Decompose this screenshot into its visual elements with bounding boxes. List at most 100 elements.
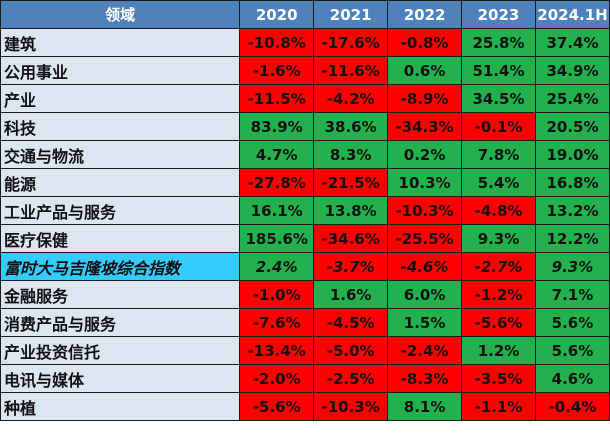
- header-2020: 2020: [239, 0, 315, 29]
- value-cell: 8.3%: [313, 140, 389, 169]
- sector-returns-table: 领域 2020 2021 2022 2023 2024.1H 建筑 -10.8% -…: [0, 0, 610, 421]
- value-cell: -10.3%: [313, 392, 389, 421]
- value-cell: 16.1%: [239, 196, 315, 225]
- value-cell: 16.8%: [534, 168, 610, 197]
- value-cell: -1.0%: [239, 280, 315, 309]
- value-cell: 83.9%: [239, 112, 315, 141]
- table-body: 建筑 -10.8% -17.6% -0.8% 25.8% 37.4% 公用事业 -1.6% -1…: [0, 28, 610, 421]
- value-cell: -4.8%: [461, 196, 536, 225]
- table-row: 电讯与媒体 -2.0% -2.5% -8.3% -3.5% 4.6%: [0, 364, 610, 393]
- value-cell: -1.1%: [461, 392, 536, 421]
- value-cell: -8.9%: [387, 84, 463, 113]
- header-2024-1h: 2024.1H: [534, 0, 610, 29]
- value-cell: -1.6%: [239, 56, 315, 85]
- value-cell: 34.9%: [534, 56, 610, 85]
- value-cell: -13.4%: [239, 336, 315, 365]
- value-cell: -0.8%: [387, 28, 463, 57]
- sector-name: 种植: [0, 392, 241, 421]
- value-cell: -5.6%: [239, 392, 315, 421]
- value-cell: 13.2%: [534, 196, 610, 225]
- value-cell: 13.8%: [313, 196, 389, 225]
- value-cell: 1.5%: [387, 308, 463, 337]
- value-cell: 34.5%: [461, 84, 536, 113]
- value-cell: 25.8%: [461, 28, 536, 57]
- table-row: 产业 -11.5% -4.2% -8.9% 34.5% 25.4%: [0, 84, 610, 113]
- sector-name: 富时大马吉隆坡综合指数: [0, 252, 241, 281]
- sector-name: 金融服务: [0, 280, 241, 309]
- value-cell: 7.8%: [461, 140, 536, 169]
- table-row: 建筑 -10.8% -17.6% -0.8% 25.8% 37.4%: [0, 28, 610, 57]
- value-cell: -11.6%: [313, 56, 389, 85]
- value-cell: -27.8%: [239, 168, 315, 197]
- sector-name: 公用事业: [0, 56, 241, 85]
- value-cell: 37.4%: [534, 28, 610, 57]
- value-cell: -34.3%: [387, 112, 463, 141]
- sector-name: 科技: [0, 112, 241, 141]
- value-cell: 19.0%: [534, 140, 610, 169]
- value-cell: -2.0%: [239, 364, 315, 393]
- value-cell: 6.0%: [387, 280, 463, 309]
- value-cell: 0.2%: [387, 140, 463, 169]
- value-cell: -34.6%: [313, 224, 389, 253]
- value-cell: -17.6%: [313, 28, 389, 57]
- value-cell: 4.7%: [239, 140, 315, 169]
- sector-name: 交通与物流: [0, 140, 241, 169]
- value-cell: 20.5%: [534, 112, 610, 141]
- value-cell: 5.6%: [534, 308, 610, 337]
- value-cell: 10.3%: [387, 168, 463, 197]
- value-cell: 4.6%: [534, 364, 610, 393]
- value-cell: -1.2%: [461, 280, 536, 309]
- value-cell: -10.8%: [239, 28, 315, 57]
- value-cell: -4.5%: [313, 308, 389, 337]
- value-cell: -25.5%: [387, 224, 463, 253]
- value-cell: 185.6%: [239, 224, 315, 253]
- value-cell: -5.6%: [461, 308, 536, 337]
- sector-name: 工业产品与服务: [0, 196, 241, 225]
- value-cell: 12.2%: [534, 224, 610, 253]
- header-row: 领域 2020 2021 2022 2023 2024.1H: [0, 0, 610, 29]
- table-row: 产业投资信托 -13.4% -5.0% -2.4% 1.2% 5.6%: [0, 336, 610, 365]
- value-cell: -2.4%: [387, 336, 463, 365]
- value-cell: -21.5%: [313, 168, 389, 197]
- value-cell: -2.7%: [461, 252, 536, 281]
- header-2022: 2022: [387, 0, 463, 29]
- value-cell: -0.4%: [534, 392, 610, 421]
- value-cell: -8.3%: [387, 364, 463, 393]
- sector-name: 建筑: [0, 28, 241, 57]
- value-cell: -2.5%: [313, 364, 389, 393]
- header-sector: 领域: [0, 0, 241, 29]
- table-row: 科技 83.9% 38.6% -34.3% -0.1% 20.5%: [0, 112, 610, 141]
- table-row: 富时大马吉隆坡综合指数 2.4% -3.7% -4.6% -2.7% 9.3%: [0, 252, 610, 281]
- value-cell: 25.4%: [534, 84, 610, 113]
- table-row: 工业产品与服务 16.1% 13.8% -10.3% -4.8% 13.2%: [0, 196, 610, 225]
- value-cell: -0.1%: [461, 112, 536, 141]
- value-cell: -4.2%: [313, 84, 389, 113]
- value-cell: -3.7%: [313, 252, 389, 281]
- value-cell: 9.3%: [534, 252, 610, 281]
- header-2021: 2021: [313, 0, 389, 29]
- value-cell: 51.4%: [461, 56, 536, 85]
- value-cell: 8.1%: [387, 392, 463, 421]
- sector-name: 电讯与媒体: [0, 364, 241, 393]
- table-row: 能源 -27.8% -21.5% 10.3% 5.4% 16.8%: [0, 168, 610, 197]
- value-cell: 5.6%: [534, 336, 610, 365]
- value-cell: -10.3%: [387, 196, 463, 225]
- value-cell: 9.3%: [461, 224, 536, 253]
- value-cell: 5.4%: [461, 168, 536, 197]
- sector-name: 消费产品与服务: [0, 308, 241, 337]
- table-row: 消费产品与服务 -7.6% -4.5% 1.5% -5.6% 5.6%: [0, 308, 610, 337]
- value-cell: -11.5%: [239, 84, 315, 113]
- value-cell: -3.5%: [461, 364, 536, 393]
- sector-name: 产业: [0, 84, 241, 113]
- table-row: 金融服务 -1.0% 1.6% 6.0% -1.2% 7.1%: [0, 280, 610, 309]
- table-row: 公用事业 -1.6% -11.6% 0.6% 51.4% 34.9%: [0, 56, 610, 85]
- value-cell: -4.6%: [387, 252, 463, 281]
- table-row: 交通与物流 4.7% 8.3% 0.2% 7.8% 19.0%: [0, 140, 610, 169]
- value-cell: 2.4%: [239, 252, 315, 281]
- sector-name: 能源: [0, 168, 241, 197]
- value-cell: 1.6%: [313, 280, 389, 309]
- table-row: 医疗保健 185.6% -34.6% -25.5% 9.3% 12.2%: [0, 224, 610, 253]
- sector-name: 医疗保健: [0, 224, 241, 253]
- value-cell: 0.6%: [387, 56, 463, 85]
- value-cell: 1.2%: [461, 336, 536, 365]
